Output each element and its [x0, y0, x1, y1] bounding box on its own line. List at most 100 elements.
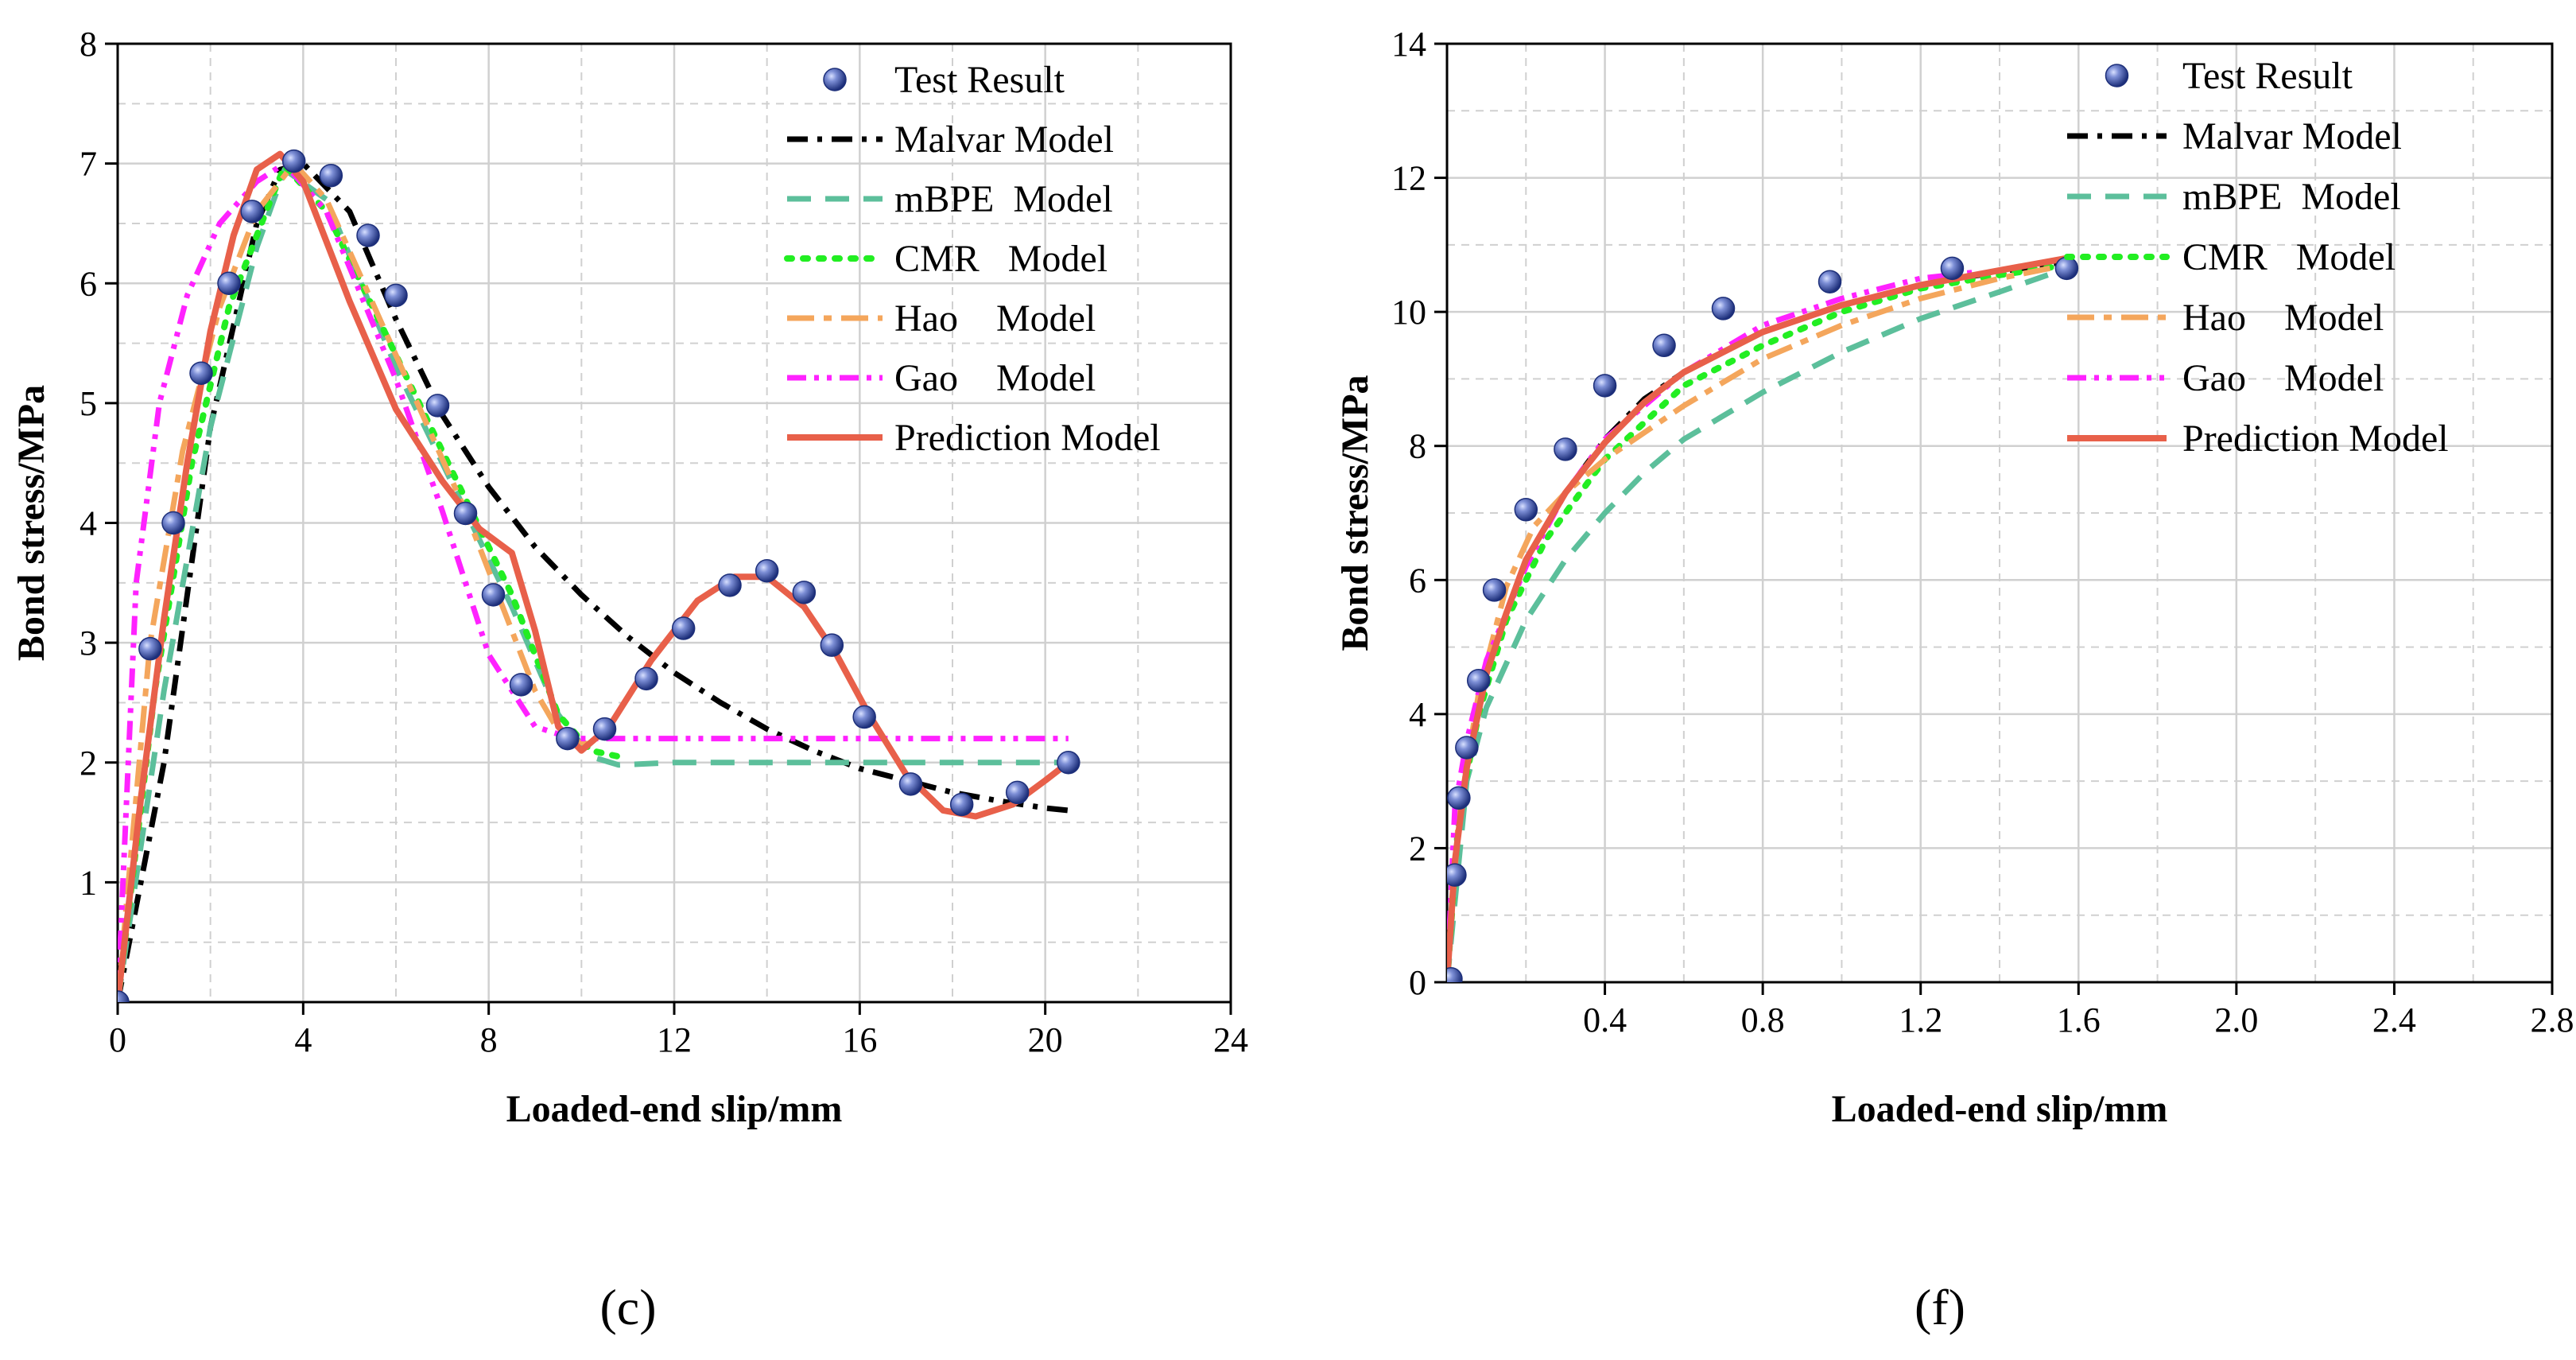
- series-malvar-line: [1447, 258, 2067, 982]
- test-result-point: [189, 361, 213, 385]
- series-hao-line: [118, 161, 592, 1002]
- y-tick-label: 2: [1409, 829, 1426, 868]
- legend-label-cmr: CMR Model: [894, 238, 1108, 280]
- series-hao-line: [1447, 262, 2068, 982]
- test-result-point: [792, 581, 817, 604]
- x-tick-label: 0: [109, 1020, 126, 1059]
- plot-frame: [1445, 42, 2554, 984]
- test-result-point: [118, 990, 130, 1002]
- test-result-point: [2054, 256, 2079, 281]
- test-result-point: [1057, 751, 1080, 775]
- panel-label-2: (f): [1915, 1279, 1965, 1335]
- series-cmr-line: [118, 162, 622, 1002]
- test-result-point: [1514, 498, 1538, 522]
- test-result-point: [509, 673, 533, 697]
- x-tick-label: 2.8: [2531, 1001, 2574, 1039]
- test-result-point: [453, 501, 478, 526]
- x-tick-label: 4: [294, 1020, 312, 1059]
- test-result-point: [481, 583, 506, 607]
- test-result-point: [755, 559, 779, 583]
- test-result-point: [1447, 786, 1471, 810]
- legend-marker-test: [823, 68, 847, 91]
- test-result-point: [634, 666, 658, 691]
- legend-label-test: Test Result: [894, 59, 1065, 101]
- test-result-point: [161, 511, 185, 535]
- x-tick-label: 24: [1213, 1020, 1248, 1059]
- legend-label-malvar: Malvar Model: [894, 119, 1114, 161]
- test-result-point: [1447, 863, 1467, 887]
- test-result-point: [1818, 270, 1842, 293]
- x-axis-label: Loaded-end slip/mm: [506, 1088, 843, 1130]
- test-result-point: [1652, 333, 1676, 358]
- x-axis-label: Loaded-end slip/mm: [1832, 1088, 2168, 1130]
- test-result-point: [217, 271, 241, 295]
- test-result-point: [1455, 736, 1479, 760]
- test-result-point: [1940, 256, 1965, 281]
- test-result-point: [718, 573, 742, 597]
- legend-label-mbpe: mBPE Model: [2182, 176, 2401, 218]
- legend-label-test: Test Result: [2182, 55, 2353, 97]
- test-result-point: [671, 616, 696, 640]
- y-tick-label: 0: [1409, 963, 1426, 1002]
- test-result-point: [240, 200, 264, 223]
- chart-panel-2: 0.4 0.8 1.2 1.6 2.0 2.4 2.8 0 2 4 6 8 10 12 14 Loaded-e…: [1334, 25, 2574, 1130]
- legend-label-prediction: Prediction Model: [2182, 418, 2449, 460]
- legend: Test Result Malvar Model mBPE Model CMR Mod…: [784, 59, 1161, 459]
- x-tick-label: 1.6: [2057, 1001, 2101, 1039]
- y-tick-label: 6: [80, 264, 97, 303]
- x-tick-label: 1.2: [1899, 1001, 1942, 1039]
- legend-label-hao: Hao Model: [2182, 297, 2384, 339]
- y-tick-label: 3: [80, 624, 97, 663]
- test-result-point: [949, 792, 974, 817]
- x-tick-label: 2.0: [2214, 1001, 2258, 1039]
- test-result-point: [425, 394, 450, 418]
- test-result-point: [1482, 578, 1507, 602]
- y-tick-label: 10: [1391, 293, 1426, 332]
- x-tick-label: 2.4: [2372, 1001, 2416, 1039]
- y-tick-label: 12: [1391, 159, 1426, 198]
- legend-label-mbpe: mBPE Model: [894, 178, 1113, 220]
- y-tick-label: 8: [1409, 427, 1426, 466]
- y-axis-label: Bond stress/MPa: [1334, 375, 1376, 651]
- test-result-point: [1447, 967, 1463, 982]
- panel-label-1: (c): [599, 1279, 656, 1335]
- x-tick-label: 0.8: [1741, 1001, 1785, 1039]
- test-result-point: [852, 705, 876, 729]
- x-tick-label: 8: [480, 1020, 498, 1059]
- test-result-point: [356, 223, 380, 247]
- test-result-point: [820, 633, 844, 657]
- y-tick-label: 2: [80, 744, 97, 783]
- legend-marker-test: [2105, 64, 2129, 87]
- test-result-point: [592, 717, 617, 741]
- series-mbpe-line: [1447, 266, 2068, 982]
- plot-area: [118, 149, 1080, 1002]
- test-result-point: [1554, 437, 1577, 461]
- y-tick-label: 7: [80, 145, 97, 184]
- series-gao-line: [1447, 269, 1980, 982]
- y-tick-label: 1: [80, 863, 97, 902]
- y-tick-label: 4: [80, 504, 97, 543]
- y-axis-label: Bond stress/MPa: [10, 385, 52, 661]
- series-prediction-line: [1447, 255, 2068, 982]
- legend-label-gao: Gao Model: [2182, 357, 2384, 399]
- test-result-point: [319, 163, 343, 188]
- y-tick-label: 5: [80, 384, 97, 423]
- legend-label-gao: Gao Model: [894, 357, 1096, 399]
- x-tick-label: 20: [1028, 1020, 1063, 1059]
- test-result-point: [138, 636, 162, 661]
- legend: Test Result Malvar Model mBPE Model CMR Mod…: [2064, 55, 2449, 460]
- series-prediction-line: [118, 150, 1071, 1002]
- plot-area: [1447, 255, 2079, 982]
- x-tick-label: 0.4: [1583, 1001, 1627, 1039]
- test-result-point: [1711, 297, 1736, 321]
- test-result-point: [556, 726, 580, 751]
- legend-label-hao: Hao Model: [894, 297, 1096, 340]
- x-tick-label: 12: [657, 1020, 692, 1059]
- test-result-point: [1593, 374, 1617, 398]
- y-tick-label: 4: [1409, 695, 1426, 734]
- legend-label-cmr: CMR Model: [2182, 236, 2396, 278]
- test-result-point: [1466, 668, 1491, 693]
